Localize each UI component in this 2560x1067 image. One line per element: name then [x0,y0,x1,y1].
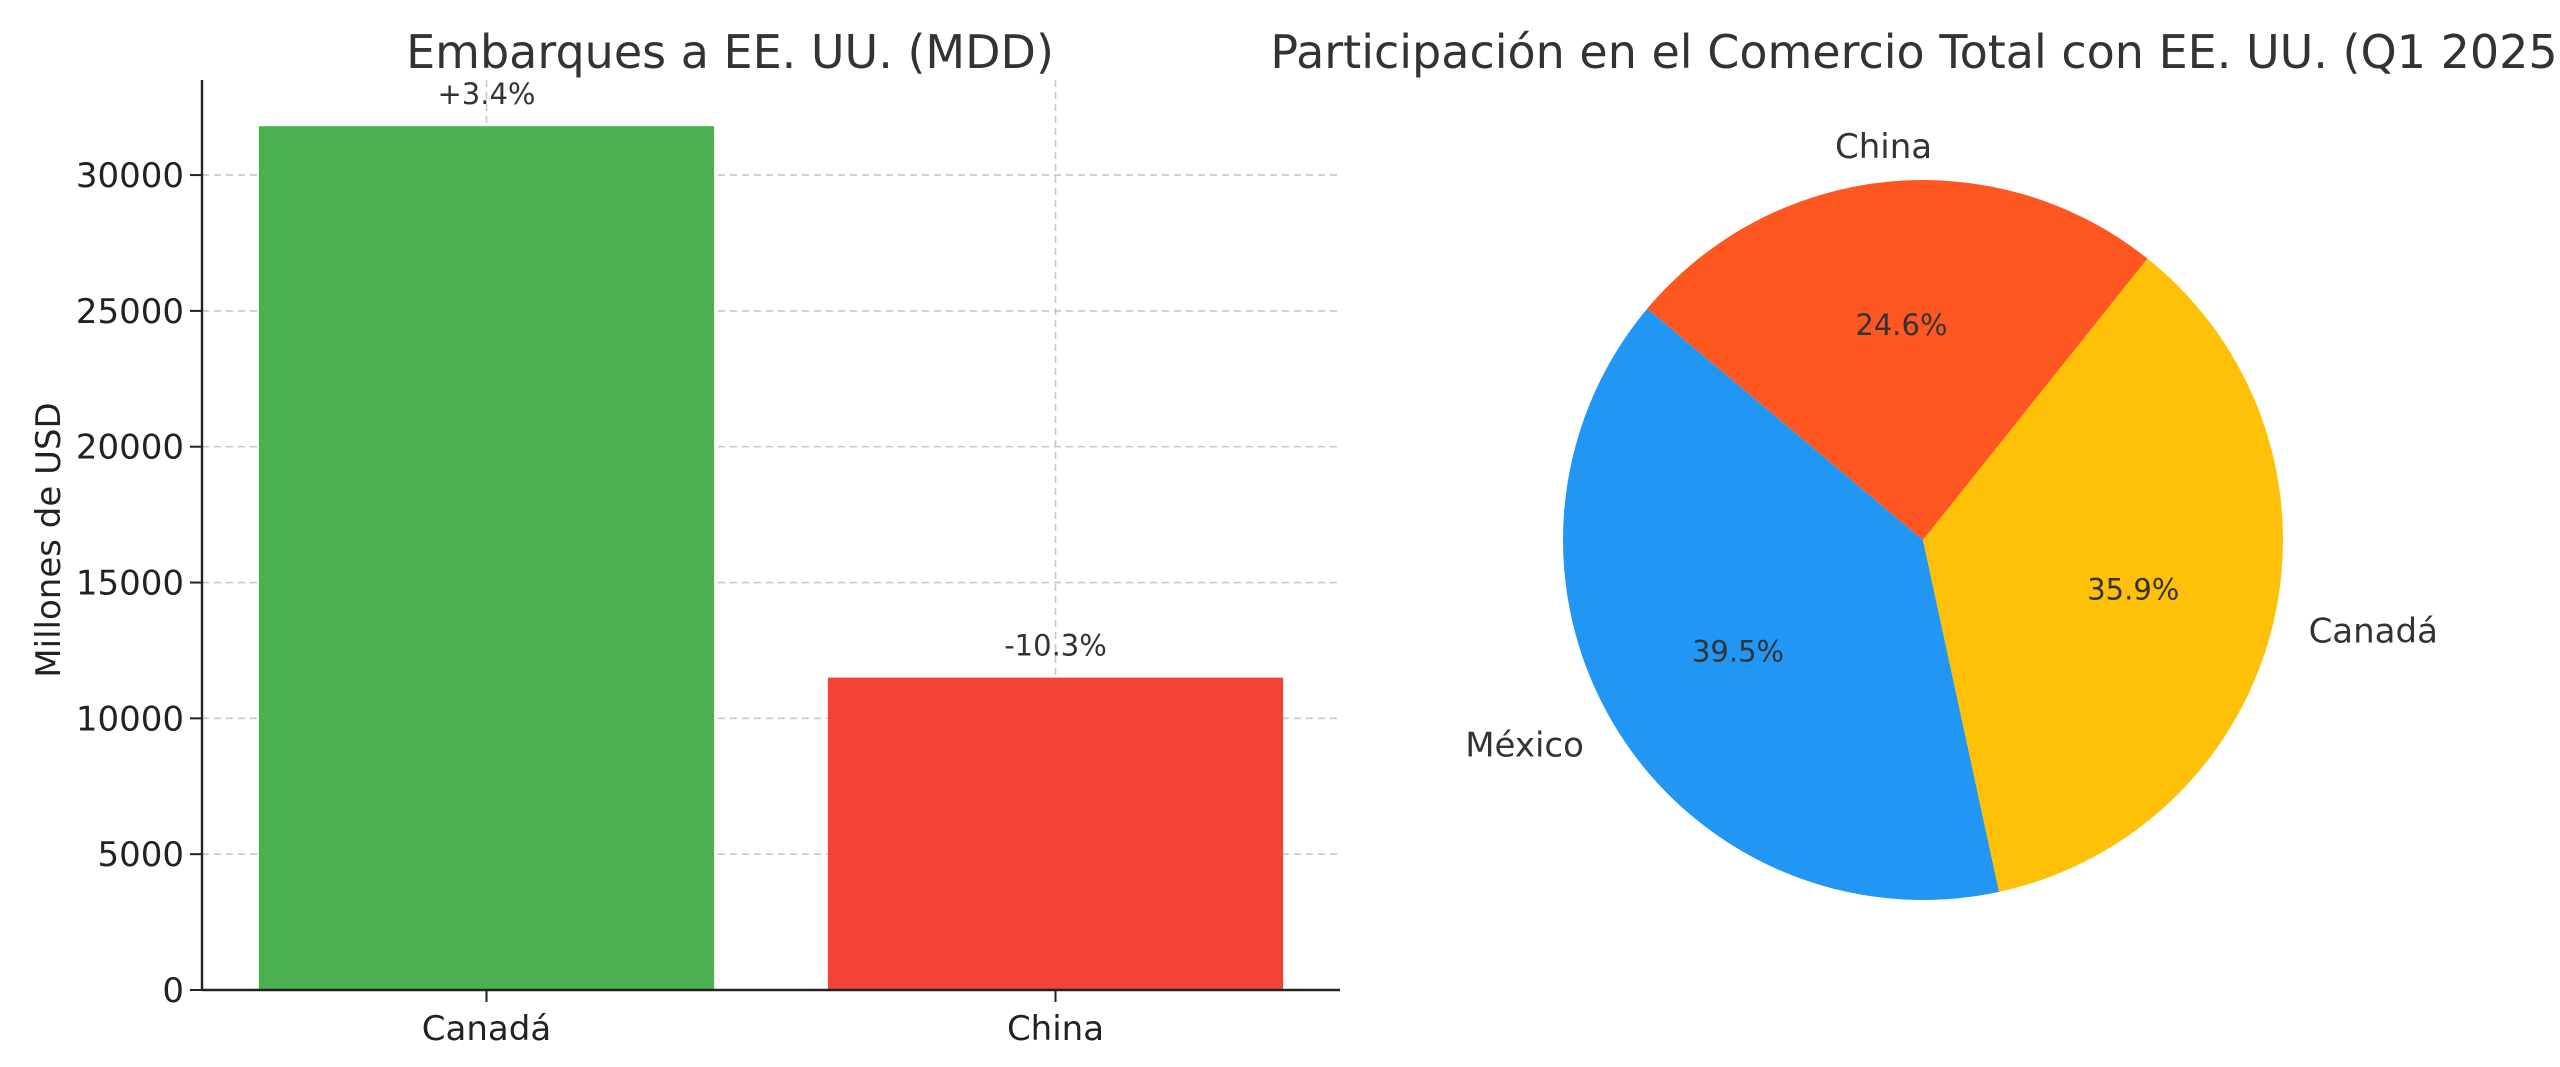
pie-pct-label-china: 24.6% [1855,308,1947,342]
bar-chart-y-axis-label: Millones de USD [29,402,69,677]
bar-chart-annotations: +3.4% -10.3% [438,77,1107,662]
bar-annotation-china: -10.3% [1004,629,1107,663]
pie-chart-slices [1562,180,2283,901]
bar-canada [258,126,715,991]
bar-chart-bars [258,126,1284,991]
y-tick-label: 5000 [97,835,184,875]
bar-chart-axes [200,80,1340,992]
pie-pct-label-canada: 35.9% [2087,572,2179,606]
y-tick-label: 15000 [76,564,184,604]
bar-chart-title: Embarques a EE. UU. (MDD) [406,25,1054,79]
bar-annotation-canada: +3.4% [438,77,536,111]
pie-slice-china [1647,180,2148,540]
pie-label-china: China [1835,127,1932,167]
bar-chart-ticks: 0 5000 10000 15000 20000 25000 30000 Canadá Chin… [76,156,1104,1049]
bar-china [827,677,1284,990]
pie-chart-title: Participación en el Comercio Total con E… [1270,25,2560,79]
pie-label-mexico: México [1465,726,1584,766]
bar-chart: 0 5000 10000 15000 20000 25000 30000 Canadá Chin… [29,25,1340,1049]
pie-chart-labels: 39.5% México 35.9% Canadá 24.6% China [1465,127,2438,766]
pie-slice-mexico [1562,308,2000,901]
y-tick-label: 10000 [76,699,184,739]
y-tick-label: 0 [162,971,184,1011]
pie-pct-label-mexico: 39.5% [1692,635,1784,669]
y-tick-label: 30000 [76,156,184,196]
y-tick-label: 20000 [76,428,184,468]
y-tick-label: 25000 [76,292,184,332]
pie-slice-canada [1923,258,2283,892]
x-tick-label-canada: Canadá [422,1009,551,1049]
x-tick-label-china: China [1007,1009,1104,1049]
pie-label-canada: Canadá [2309,611,2438,651]
pie-chart: 39.5% México 35.9% Canadá 24.6% China Partici… [1270,25,2560,901]
